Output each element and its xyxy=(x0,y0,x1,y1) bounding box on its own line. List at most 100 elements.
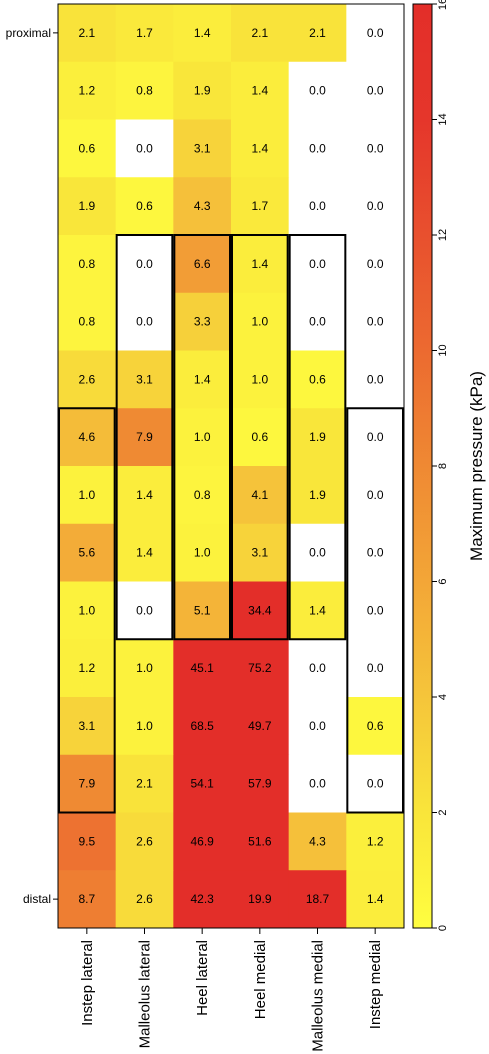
cell-value-label: 1.2 xyxy=(367,834,384,848)
heatmap-cell xyxy=(115,639,174,698)
heatmap-cell xyxy=(346,61,405,120)
cell-value-label: 0.0 xyxy=(136,603,153,617)
cell-value-label: 2.1 xyxy=(136,777,153,791)
cell-value-label: 1.2 xyxy=(78,661,95,675)
colorbar-tick-label: 0 xyxy=(437,925,449,931)
cell-value-label: 1.7 xyxy=(251,199,268,213)
cell-value-label: 0.0 xyxy=(136,315,153,329)
cell-value-label: 1.0 xyxy=(78,603,95,617)
cell-value-label: 1.4 xyxy=(367,892,384,906)
heatmap-cell xyxy=(288,350,347,409)
cell-value-label: 49.7 xyxy=(248,719,272,733)
heatmap-cell xyxy=(346,408,405,467)
heatmap-cell xyxy=(58,754,117,813)
cell-value-label: 1.0 xyxy=(194,546,211,560)
cell-value-label: 0.6 xyxy=(309,372,326,386)
colorbar-tick-label: 2 xyxy=(437,809,449,815)
cell-value-label: 0.0 xyxy=(309,546,326,560)
column-label: Heel lateral xyxy=(194,940,211,1016)
cell-value-label: 1.0 xyxy=(251,315,268,329)
heatmap-cell xyxy=(58,119,117,178)
outline-instep-lateral xyxy=(58,407,116,814)
heatmap-cell xyxy=(288,292,347,351)
colorbar-tick-label: 8 xyxy=(437,463,449,469)
cell-value-label: 0.0 xyxy=(309,199,326,213)
cell-value-label: 1.4 xyxy=(309,603,326,617)
cell-value-label: 34.4 xyxy=(248,603,272,617)
cell-value-label: 54.1 xyxy=(190,777,214,791)
heatmap-cell xyxy=(58,523,117,582)
row-labels: proximal distal xyxy=(6,26,58,906)
cell-value-label: 68.5 xyxy=(190,719,214,733)
heatmap-cell xyxy=(115,4,174,63)
heatmap-cell xyxy=(58,177,117,236)
heatmap-cell xyxy=(58,870,117,929)
cell-value-label: 7.9 xyxy=(136,430,153,444)
outline-malleolus-medial xyxy=(288,234,347,641)
cell-value-label: 1.0 xyxy=(136,719,153,733)
row-label: distal xyxy=(23,892,51,906)
heatmap-cell xyxy=(231,812,290,871)
heatmap-cell xyxy=(288,754,347,813)
heatmap-cell xyxy=(173,812,232,871)
heatmap-cell xyxy=(173,523,232,582)
heatmap-cell xyxy=(346,466,405,525)
cell-value-label: 0.0 xyxy=(309,315,326,329)
colorbar-tick-label: 12 xyxy=(437,229,449,241)
heatmap-cell xyxy=(115,350,174,409)
cell-value-label: 0.0 xyxy=(136,141,153,155)
cell-value-label: 0.0 xyxy=(367,488,384,502)
heatmap-cell xyxy=(173,581,232,640)
heatmap-cell xyxy=(173,870,232,929)
cell-value-label: 0.0 xyxy=(367,26,384,40)
colorbar-tick-label: 6 xyxy=(437,578,449,584)
heatmap-cell xyxy=(173,639,232,698)
heatmap-cell xyxy=(115,697,174,756)
cell-value-label: 1.7 xyxy=(136,26,153,40)
heatmap-cell xyxy=(288,4,347,63)
column-label: Malleolus medial xyxy=(310,940,327,1052)
cell-value-label: 1.0 xyxy=(78,488,95,502)
row-label: proximal xyxy=(6,26,51,40)
heatmap-cell xyxy=(231,61,290,120)
heatmap-cell xyxy=(346,581,405,640)
column-labels: Instep lateral Malleolus lateral Heel late… xyxy=(79,928,384,1052)
cell-value-label: 1.0 xyxy=(251,372,268,386)
column-label: Heel medial xyxy=(252,940,269,1019)
cell-value-label: 18.7 xyxy=(306,892,330,906)
cell-value-label: 1.9 xyxy=(78,199,95,213)
column-label: Malleolus lateral xyxy=(137,940,154,1048)
column-label: Instep lateral xyxy=(79,940,96,1026)
cell-value-label: 1.2 xyxy=(78,84,95,98)
cell-value-label: 0.0 xyxy=(309,84,326,98)
colorbar-tick-label: 10 xyxy=(437,344,449,356)
cell-value-label: 0.0 xyxy=(367,199,384,213)
cell-value-label: 0.0 xyxy=(136,257,153,271)
heatmap-cell xyxy=(288,61,347,120)
heatmap-cell xyxy=(58,292,117,351)
outline-malleolus-lateral xyxy=(115,234,174,641)
heatmap-cell xyxy=(173,177,232,236)
cell-value-label: 1.0 xyxy=(194,430,211,444)
cell-value-label: 3.1 xyxy=(78,719,95,733)
cell-value-label: 1.4 xyxy=(136,488,153,502)
heatmap-cell xyxy=(115,581,174,640)
heatmap-cell xyxy=(115,523,174,582)
heatmap-cell xyxy=(58,4,117,63)
heatmap-cell xyxy=(288,235,347,294)
cell-value-label: 0.0 xyxy=(367,84,384,98)
heatmap-cell xyxy=(115,177,174,236)
heatmap-cell xyxy=(288,581,347,640)
cell-value-label: 0.8 xyxy=(78,257,95,271)
cell-value-label: 0.0 xyxy=(367,430,384,444)
cell-value-label: 3.1 xyxy=(136,372,153,386)
cell-value-label: 6.6 xyxy=(194,257,211,271)
heatmap-cell xyxy=(58,408,117,467)
heatmap-cell xyxy=(58,350,117,409)
heatmap-cell xyxy=(173,697,232,756)
heatmap-cell xyxy=(288,466,347,525)
cell-value-label: 1.9 xyxy=(194,84,211,98)
heatmap-cell xyxy=(173,350,232,409)
cell-value-label: 1.4 xyxy=(251,84,268,98)
